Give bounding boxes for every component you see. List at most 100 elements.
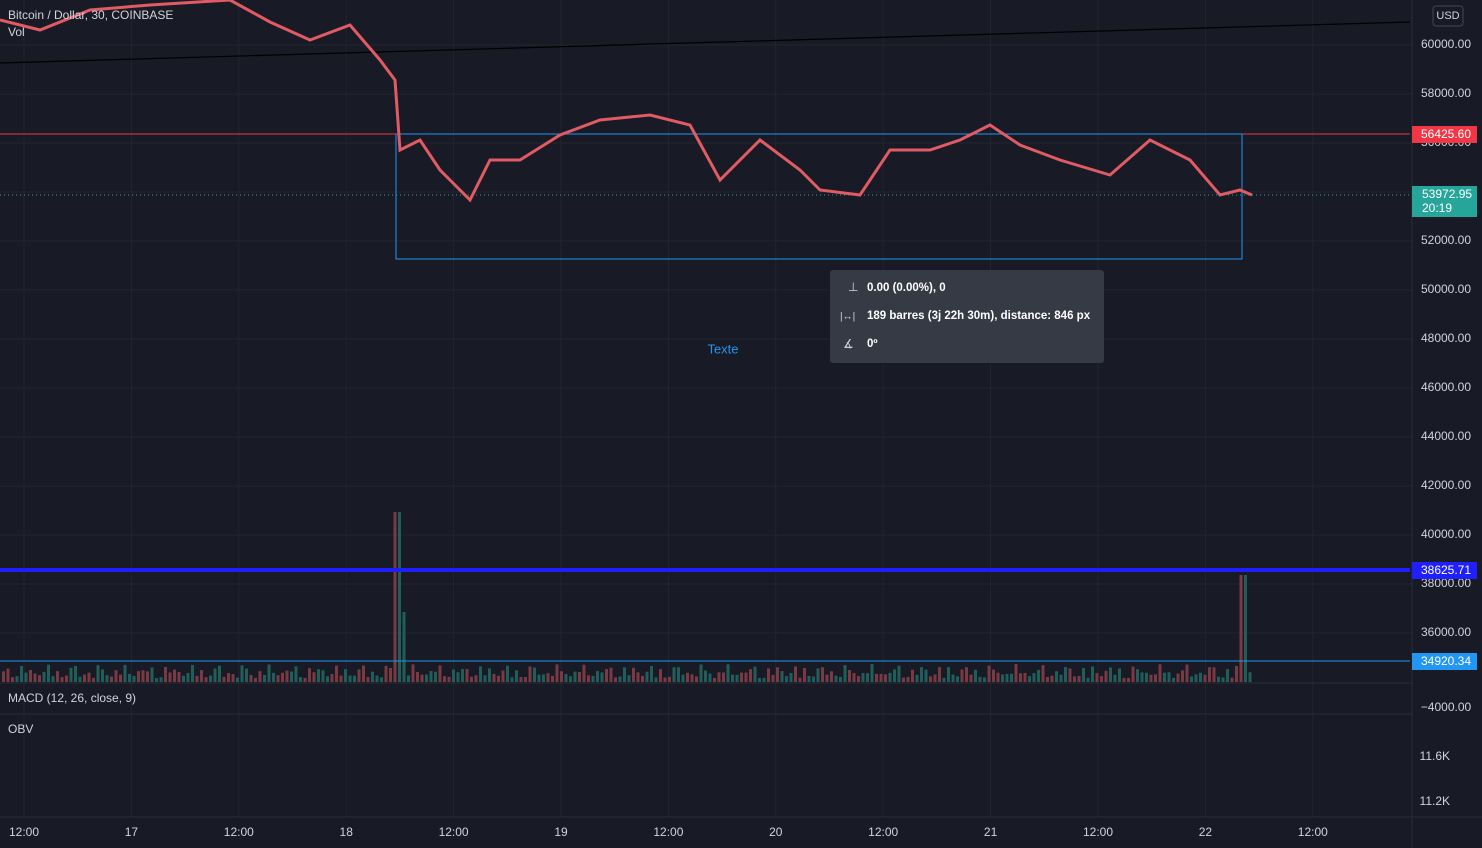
volume-bar (87, 672, 91, 682)
volume-bar (717, 672, 721, 682)
volume-bar (177, 671, 181, 682)
price-trace (0, 0, 1253, 203)
volume-bar (573, 671, 577, 682)
volume-bar (645, 671, 649, 682)
volume-bar (132, 675, 136, 682)
price-axis-label: 50000.00 (1421, 282, 1471, 296)
volume-bar (767, 668, 770, 682)
volume-bar (425, 674, 428, 682)
volume-bar (897, 665, 901, 682)
time-axis-label: 18 (340, 825, 354, 839)
price-tag-text: 34920.34 (1421, 654, 1471, 668)
price-axis-label: 60000.00 (1421, 37, 1471, 51)
volume-bar (1050, 675, 1054, 682)
currency[interactable]: USD (1436, 10, 1459, 22)
volume-bar (213, 668, 217, 682)
volume-bar (636, 672, 640, 682)
volume-bar (492, 673, 496, 682)
volume-bar (447, 676, 451, 682)
volume-bar (416, 671, 419, 682)
volume-bar (1001, 674, 1004, 682)
volume-bar (1194, 674, 1198, 682)
volume-bar (1086, 677, 1090, 682)
volume-bar (119, 674, 122, 682)
volume-bar (632, 667, 635, 682)
price-tag-text: 53972.95 (1422, 187, 1472, 201)
volume-bar (380, 677, 383, 682)
volume-bar (555, 664, 559, 682)
volume-bar (749, 669, 752, 682)
volume-bar (290, 671, 293, 682)
volume-bar (690, 674, 694, 682)
price-axis-label: 36000.00 (1421, 625, 1471, 639)
volume-bar (879, 673, 883, 682)
volume-bar (839, 676, 842, 682)
time-axis-label: 12:00 (868, 825, 898, 839)
time-axis: 12:00 17 12:00 18 12:00 19 12:00 20 12:00 21 12:00… (9, 825, 1328, 839)
volume-bar (15, 676, 19, 682)
volume-bar (69, 667, 73, 682)
volume-bar (794, 666, 797, 682)
volume-bar (96, 665, 100, 682)
price-tag-text: 56425.60 (1421, 127, 1471, 141)
volume-bar (600, 672, 604, 682)
volume-bar (1181, 670, 1184, 682)
volume-bar (389, 668, 392, 682)
volume-bar (798, 677, 802, 682)
volume-bar (209, 675, 212, 682)
volume-bar (1059, 674, 1063, 682)
volume-bar (996, 672, 1000, 682)
volume-bar (1149, 674, 1153, 682)
volume-bar (1032, 673, 1036, 682)
volume-bar (326, 676, 329, 682)
volume-bar (708, 673, 712, 682)
volume-bar (501, 670, 505, 682)
volume-bar (983, 677, 986, 682)
volume-bar (654, 677, 658, 682)
volume-bar (65, 675, 68, 682)
currency-button[interactable] (1432, 5, 1464, 27)
volume-bar (1172, 677, 1175, 682)
volume-bar (438, 665, 442, 682)
volume-bar (542, 674, 545, 682)
price-axis-label: 40000.00 (1421, 527, 1471, 541)
volume-bar (978, 676, 982, 682)
volume-bar (267, 664, 271, 682)
volume-bar (285, 670, 289, 682)
volume-bar (812, 676, 815, 682)
volume-bar (1046, 676, 1049, 682)
volume-bar (902, 677, 905, 682)
volume-bar (1212, 667, 1216, 682)
volume-bar (110, 676, 113, 682)
volume-bar (816, 668, 820, 682)
volume-bar (227, 673, 230, 682)
volume-bar (929, 676, 932, 682)
time-axis-label: 12:00 (1298, 825, 1328, 839)
volume-bar (1140, 672, 1144, 682)
volume-bar (83, 674, 86, 682)
volume-bar (1041, 665, 1045, 682)
volume-bar (1235, 665, 1238, 682)
volume-bar (60, 677, 64, 682)
volume-bar (888, 672, 892, 682)
price-tag-text: 38625.71 (1421, 563, 1471, 577)
volume-bar (357, 669, 361, 682)
volume-bar (938, 667, 941, 682)
time-axis-label: 12:00 (224, 825, 254, 839)
icon: ⊥ (848, 280, 858, 294)
volume-bar (618, 676, 622, 682)
measure-bars: 189 barres (3j 22h 30m), distance: 846 p… (867, 310, 1091, 322)
volume-bar (1005, 673, 1009, 682)
volume-bar (650, 665, 653, 682)
volume-bar (528, 666, 532, 682)
volume-bar (524, 677, 527, 682)
volume-bar (726, 664, 730, 682)
text-annotation[interactable]: Texte (707, 341, 738, 356)
trend-line (0, 21, 1411, 64)
volume-bar (681, 674, 685, 682)
volume-bar (411, 664, 415, 682)
volume-bar (443, 676, 446, 682)
volume-bar (317, 669, 320, 682)
obv-tick: 11.6K (1420, 749, 1450, 763)
volume-bar (587, 675, 590, 682)
